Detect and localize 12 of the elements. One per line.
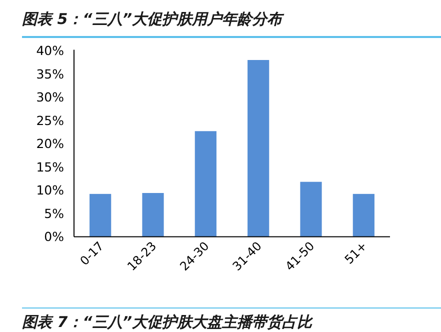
text: 图表 7：“三八”大促护肤大盘主播带货占比 — [22, 313, 314, 331]
y-tick-label: 25% — [36, 112, 64, 128]
y-tick-label: 10% — [36, 182, 64, 198]
y-tick-label: 35% — [36, 66, 64, 82]
y-tick-label: 30% — [36, 90, 64, 105]
y-tick-label: 20% — [36, 136, 64, 152]
y-tick-label: 0% — [44, 229, 64, 244]
y-tick-label: 5% — [44, 206, 64, 221]
x-tick-label: 51+ — [342, 238, 370, 267]
title: 图表 5：“三八”大促护肤用户年龄分布 — [22, 10, 282, 28]
y-tick-label: 15% — [36, 159, 64, 174]
y-tick-label: 40% — [36, 43, 64, 58]
